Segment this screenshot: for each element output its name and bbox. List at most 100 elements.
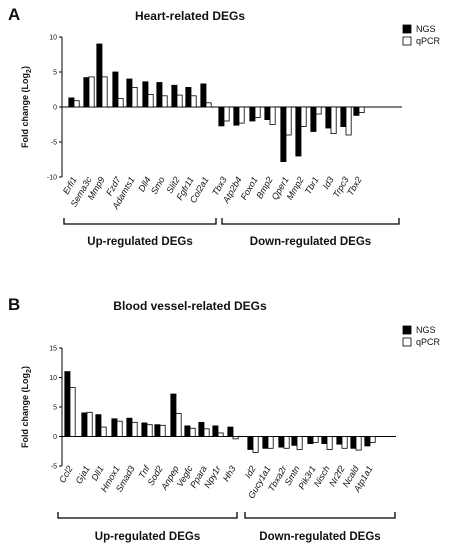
bar-ngs-erfi1: [68, 97, 75, 108]
panel-label: A: [8, 5, 20, 24]
bar-qpcr-tbr1: [315, 106, 322, 115]
bar-qpcr-ccl2: [69, 387, 76, 437]
bar-ngs-id3: [325, 106, 332, 129]
chart-panel-B: B Blood vessel-related DEGs Fold change (L…: [8, 295, 441, 543]
bar-ngs-atp2b4: [233, 106, 240, 126]
bar-ngs-npy1r: [212, 425, 219, 437]
bar-qpcr-ppara: [203, 428, 210, 437]
bar-qpcr-hh3: [232, 436, 239, 440]
bar-ngs-nr2f2: [336, 436, 343, 445]
bar-ngs-anpep: [170, 393, 177, 437]
bar-ngs-bmp2: [264, 106, 271, 120]
y-axis-label-end: ): [20, 66, 30, 69]
chart-title: Heart-related DEGs: [135, 9, 245, 23]
bar-qpcr-slit2: [176, 94, 183, 108]
bar-ngs-trpc3: [340, 106, 347, 128]
y-tick-label: -10: [47, 175, 57, 182]
category-label-ccl2: Ccl2: [57, 464, 75, 485]
bar-ngs-col2a1: [200, 83, 207, 108]
bar-qpcr-mmp9: [101, 76, 108, 108]
bar-ngs-hmox1: [111, 418, 118, 437]
bar-ngs-gucy1a1: [262, 436, 269, 449]
bar-qpcr-tbx2: [358, 106, 365, 113]
bar-ngs-vegfc: [184, 425, 191, 437]
y-tick-label: 5: [53, 405, 57, 412]
bar-qpcr-pik3r1: [312, 436, 319, 443]
bar-ngs-ccl2: [64, 371, 71, 437]
category-label-gja1: Gja1: [74, 464, 92, 485]
bar-ngs-foxo1: [249, 106, 256, 122]
bar-ngs-ncald: [350, 436, 357, 449]
group-label-1: Down-regulated DEGs: [250, 236, 371, 248]
y-axis-label-subscript: 2: [26, 369, 33, 373]
bar-ngs-smo: [156, 82, 163, 108]
bar-ngs-tbx2: [353, 106, 360, 116]
bar-qpcr-erfi1: [73, 100, 80, 108]
y-axis-label: Fold change (Log2): [20, 66, 33, 148]
bar-qpcr-atp1a1: [369, 436, 376, 443]
y-axis-label-main: Fold change (Log: [20, 373, 30, 448]
y-tick-label: 0: [53, 105, 57, 112]
bar-qpcr-foxo1: [254, 106, 261, 118]
legend-swatch-qpcr: [402, 36, 412, 46]
bar-qpcr-smtn: [296, 436, 303, 450]
y-tick-label: 5: [53, 70, 57, 77]
bar-qpcr-mmp2: [300, 106, 307, 128]
bar-ngs-qper1: [280, 106, 287, 162]
group-bracket-1: [221, 218, 400, 225]
bar-ngs-pik3r1: [307, 436, 314, 444]
y-axis-label: Fold change (Log2): [20, 366, 33, 448]
bar-qpcr-dll4: [147, 94, 154, 108]
legend-label-qpcr: qPCR: [416, 337, 441, 347]
bar-ngs-adamts1: [126, 78, 133, 108]
bar-ngs-fgfr11: [185, 87, 192, 108]
bar-qpcr-smad3: [131, 421, 138, 437]
bar-ngs-mmp2: [295, 106, 302, 157]
bar-qpcr-adamts1: [131, 87, 138, 108]
bar-ngs-fzd7: [112, 71, 119, 108]
bar-qpcr-bmp2: [269, 106, 276, 125]
chart-title: Blood vessel-related DEGs: [113, 299, 267, 313]
bar-ngs-tnf: [141, 422, 148, 437]
bar-ngs-sod2: [154, 424, 161, 437]
bar-qpcr-fzd7: [117, 98, 124, 108]
y-tick-label: 15: [49, 346, 57, 353]
bar-qpcr-tbxa2r: [283, 436, 290, 449]
category-label-tbr1: Tbr1: [303, 175, 321, 196]
category-label-smo: Smo: [149, 175, 167, 196]
bar-qpcr-col2a1: [205, 102, 212, 108]
group-label-0: Up-regulated DEGs: [87, 236, 192, 248]
y-tick-label: 0: [53, 434, 57, 441]
bar-ngs-nisch: [321, 436, 328, 444]
bar-qpcr-npy1r: [217, 432, 224, 437]
y-axis-label-end: ): [20, 366, 30, 369]
bar-qpcr-smo: [161, 95, 168, 108]
chart-panel-A: A Heart-related DEGs Fold change (Log2) -10…: [8, 5, 441, 248]
bar-qpcr-sema3c: [88, 76, 95, 108]
bar-qpcr-vegfc: [189, 427, 196, 437]
bar-qpcr-id3: [330, 106, 337, 135]
bar-ngs-hh3: [227, 426, 234, 437]
legend-swatch-qpcr: [402, 337, 412, 347]
bar-ngs-mmp9: [96, 43, 103, 108]
bar-qpcr-ncald: [355, 436, 362, 451]
bar-qpcr-gucy1a1: [267, 436, 274, 449]
y-axis-label-subscript: 2: [26, 69, 33, 73]
group-bracket-1: [244, 512, 396, 519]
bar-qpcr-sod2: [159, 424, 166, 437]
bar-qpcr-id2: [252, 436, 259, 453]
y-tick-label: -5: [51, 464, 57, 471]
bar-qpcr-hmox1: [116, 420, 123, 437]
bar-qpcr-trpc3: [345, 106, 352, 136]
bar-qpcr-atp2b4: [238, 106, 245, 124]
category-label-hh3: Hh3: [221, 464, 238, 483]
bar-ngs-tbxa2r: [278, 436, 285, 448]
bar-ngs-slit2: [171, 84, 178, 108]
bar-ngs-sema3c: [83, 77, 90, 108]
group-label-0: Up-regulated DEGs: [95, 531, 200, 543]
bar-ngs-tbx3: [218, 106, 225, 127]
bar-qpcr-gja1: [86, 411, 93, 437]
bar-ngs-smtn: [291, 436, 298, 446]
y-tick-label: 10: [49, 375, 57, 382]
